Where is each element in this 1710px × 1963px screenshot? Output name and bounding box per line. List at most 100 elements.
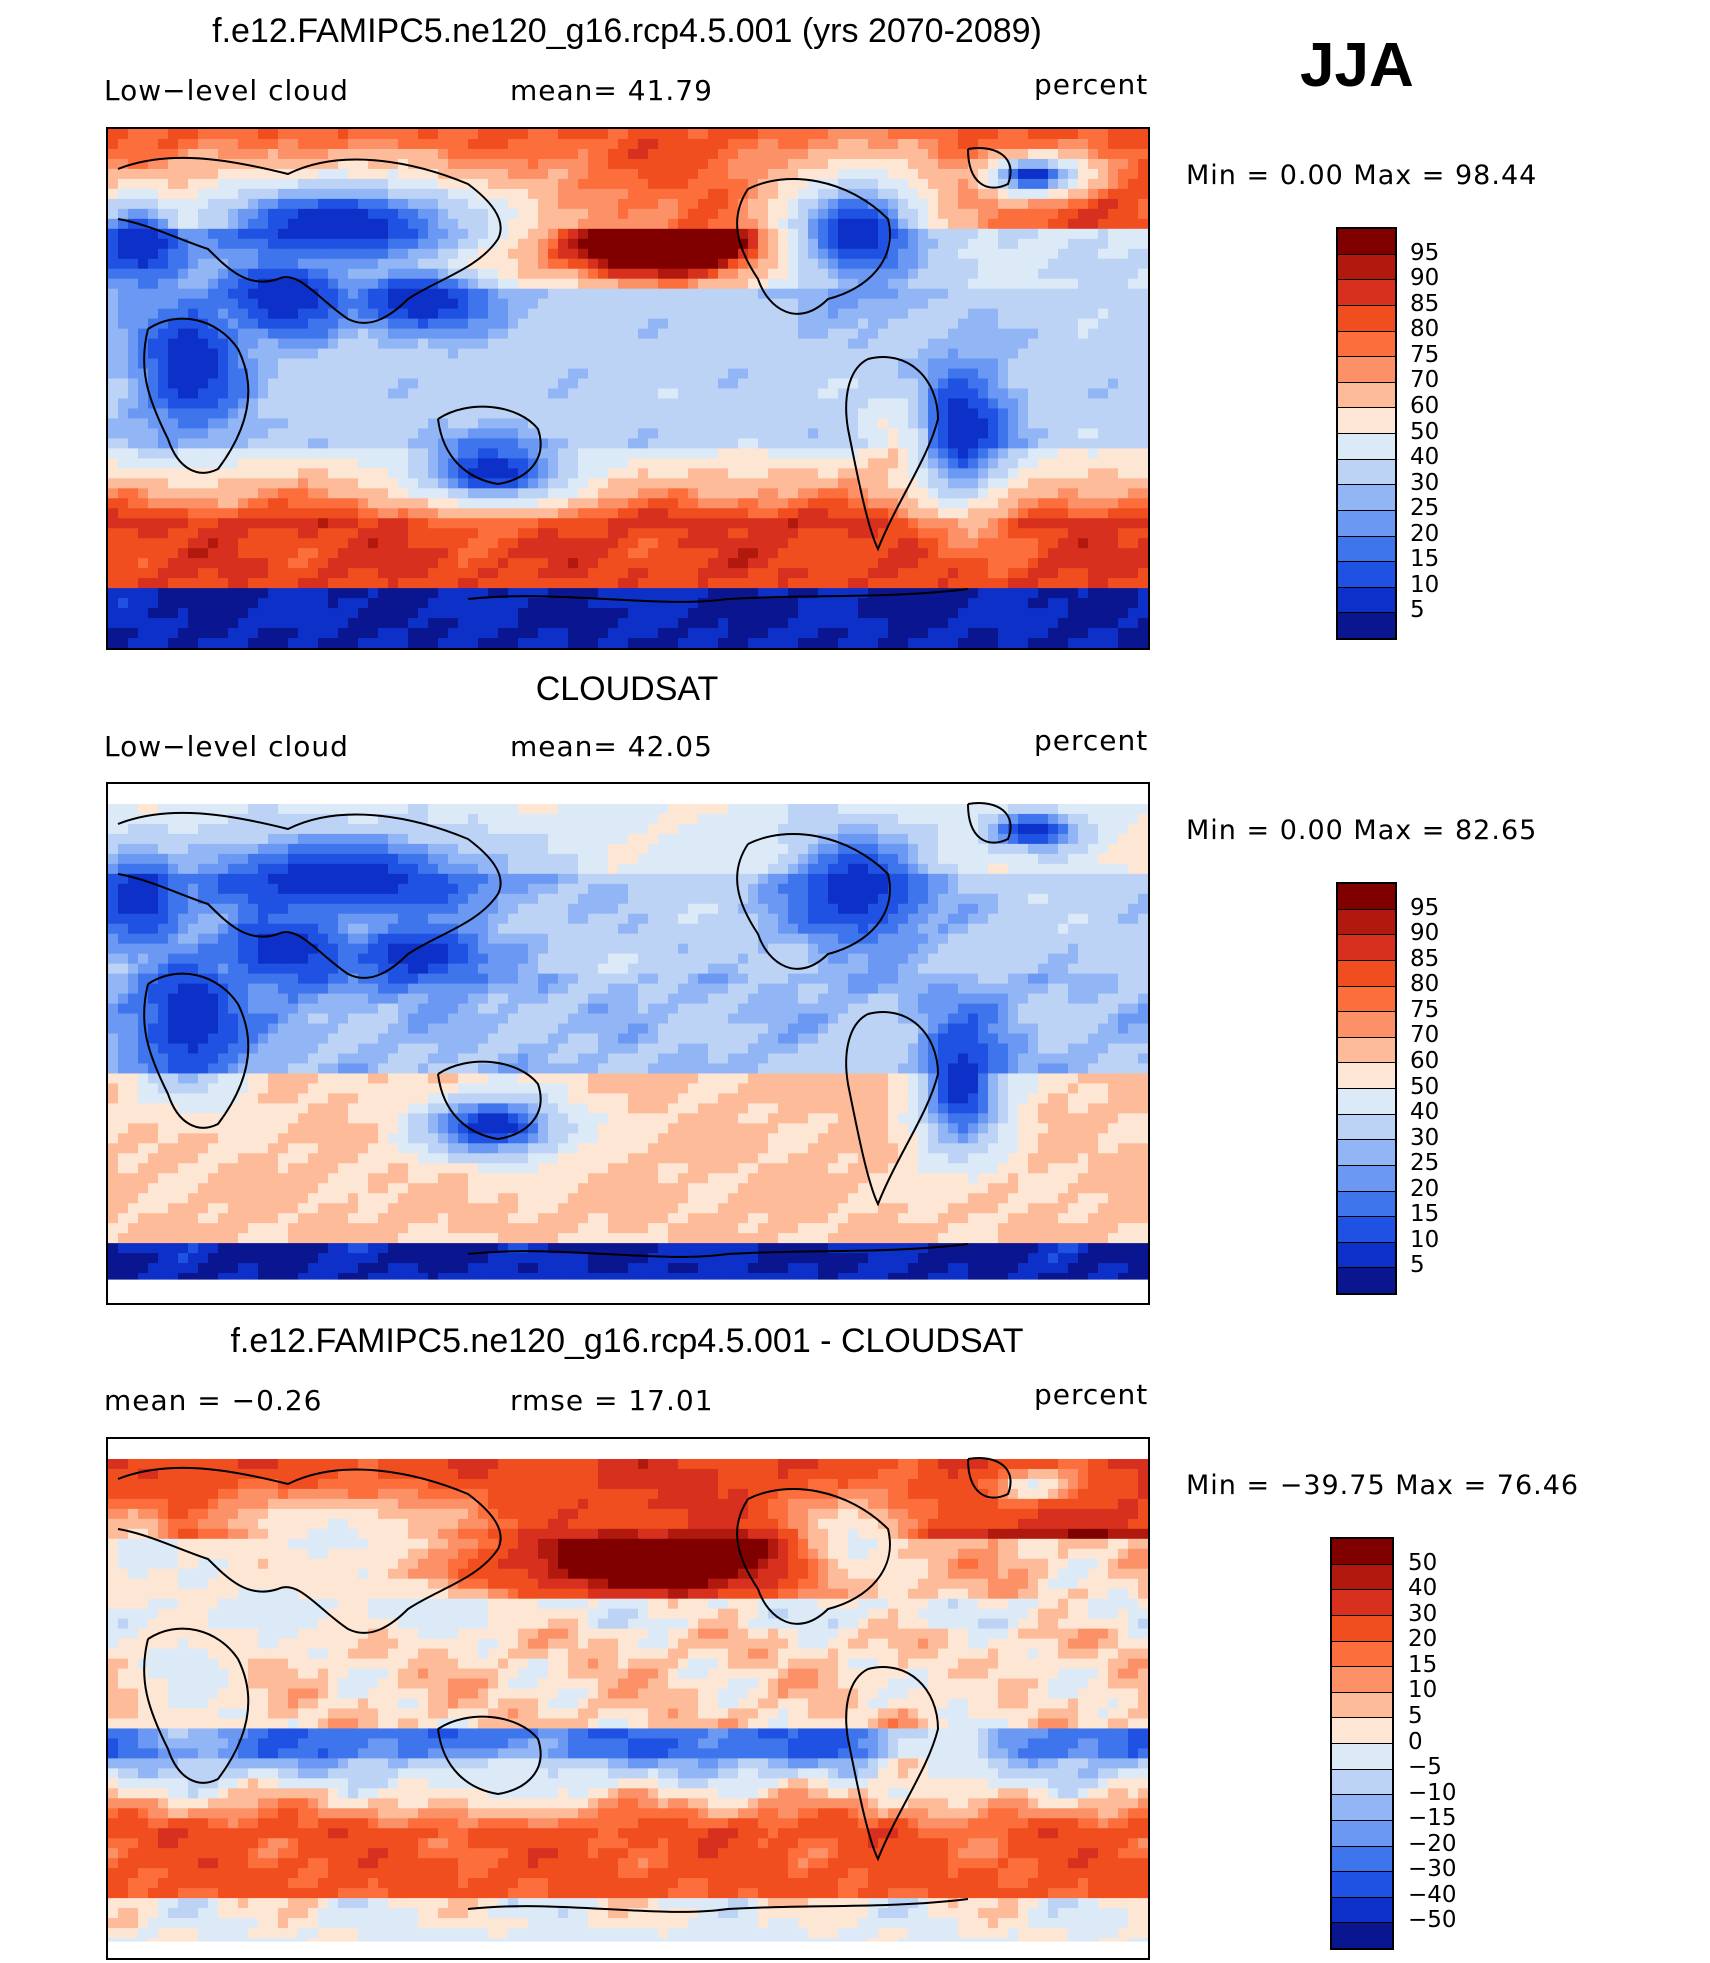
field-cell — [708, 478, 719, 489]
field-cell — [518, 268, 529, 280]
field-cell — [478, 218, 489, 230]
field-cell — [1078, 438, 1089, 449]
field-cell — [1058, 468, 1069, 479]
field-cell — [318, 188, 329, 200]
field-cell — [278, 458, 289, 469]
field-cell — [468, 348, 479, 360]
field-cell — [928, 248, 939, 260]
field-cell — [788, 318, 799, 330]
field-cell — [1138, 198, 1148, 210]
field-cell — [158, 328, 169, 340]
field-cell — [728, 358, 739, 370]
field-cell — [748, 138, 759, 150]
field-cell — [878, 408, 889, 420]
field-cell — [268, 138, 279, 150]
field-cell — [808, 278, 819, 290]
field-cell — [1058, 578, 1069, 589]
field-cell — [428, 518, 439, 529]
field-cell — [198, 588, 209, 599]
field-cell — [1078, 148, 1089, 160]
field-cell — [268, 508, 279, 519]
field-cell — [268, 288, 279, 300]
field-cell — [1128, 278, 1139, 290]
field-cell — [978, 268, 989, 280]
field-cell — [1118, 458, 1129, 469]
field-cell — [588, 258, 599, 270]
field-cell — [998, 388, 1009, 400]
field-cell — [1008, 378, 1019, 390]
field-cell — [698, 228, 709, 240]
field-cell — [638, 558, 649, 569]
field-cell — [118, 388, 129, 400]
field-cell — [818, 588, 829, 599]
field-cell — [758, 318, 769, 330]
field-cell — [1078, 308, 1089, 320]
field-cell — [188, 578, 199, 589]
field-cell — [1108, 198, 1119, 210]
field-cell — [428, 448, 439, 459]
field-cell — [328, 398, 339, 410]
field-cell — [458, 168, 469, 180]
field-cell — [1078, 498, 1089, 509]
field-cell — [1028, 488, 1039, 499]
field-cell — [608, 338, 619, 350]
field-cell — [908, 558, 919, 569]
field-cell — [1108, 278, 1119, 290]
field-cell — [858, 578, 869, 589]
field-cell — [478, 328, 489, 340]
field-cell — [208, 278, 219, 290]
field-cell — [318, 398, 329, 410]
field-cell — [528, 158, 539, 170]
field-cell — [1038, 418, 1049, 430]
field-cell — [298, 328, 309, 340]
field-cell — [628, 298, 639, 310]
field-cell — [948, 328, 959, 340]
field-cell — [1118, 248, 1129, 260]
field-cell — [1068, 228, 1079, 240]
field-cell — [828, 538, 839, 549]
field-cell — [278, 298, 289, 310]
field-cell — [768, 388, 779, 400]
field-cell — [638, 148, 649, 160]
field-cell — [318, 488, 329, 499]
field-cell — [1068, 398, 1079, 410]
field-cell — [508, 418, 519, 430]
field-cell — [218, 178, 229, 190]
field-cell — [138, 558, 149, 569]
field-cell — [208, 408, 219, 420]
field-cell — [758, 508, 769, 519]
field-cell — [408, 148, 419, 160]
field-cell — [928, 518, 939, 529]
field-cell — [428, 428, 439, 439]
field-cell — [928, 198, 939, 210]
field-cell — [368, 458, 379, 469]
field-cell — [498, 418, 509, 430]
field-cell — [178, 308, 189, 320]
field-cell — [168, 298, 179, 310]
field-cell — [508, 458, 519, 469]
field-cell — [1058, 328, 1069, 340]
field-cell — [488, 568, 499, 579]
field-cell — [148, 238, 159, 250]
field-cell — [528, 318, 539, 330]
field-cell — [968, 578, 979, 589]
field-cell — [498, 138, 509, 150]
field-cell — [668, 148, 679, 160]
field-cell — [438, 348, 449, 360]
field-cell — [838, 148, 849, 160]
field-cell — [488, 338, 499, 350]
field-cell — [958, 438, 969, 449]
field-cell — [1128, 138, 1139, 150]
field-cell — [918, 418, 929, 430]
field-cell — [1078, 258, 1089, 270]
field-cell — [228, 318, 239, 330]
field-cell — [118, 538, 129, 549]
field-cell — [338, 538, 349, 549]
field-cell — [1088, 138, 1099, 150]
field-cell — [438, 268, 449, 280]
field-cell — [338, 578, 349, 589]
field-cell — [308, 398, 319, 410]
field-cell — [928, 158, 939, 170]
field-cell — [238, 478, 249, 489]
field-cell — [208, 178, 219, 190]
